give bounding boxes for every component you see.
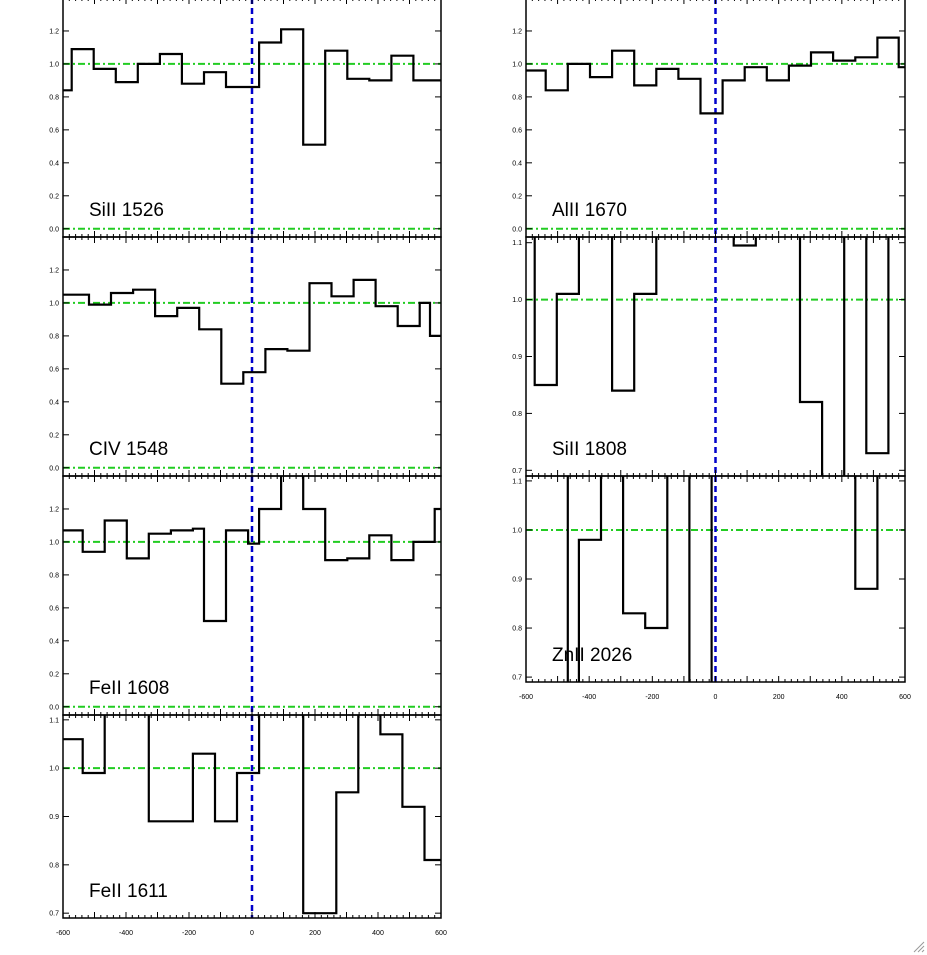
panel-5-ytick-label: 1.2 [512,28,522,35]
panel-4-ytick-label: 1.0 [49,766,59,773]
panel-6-ytick-label: 0.9 [512,354,522,361]
panel-3-ytick-label: 0.6 [49,605,59,612]
panel-7-ytick-label: 0.8 [512,626,522,633]
panel-4-ytick-label: 0.7 [49,911,59,918]
panel-3-ytick-label: 0.0 [49,704,59,711]
panel-4-spectrum [63,715,441,915]
panel-1-spectrum [63,28,441,146]
panel-4-xtick-label: 200 [309,930,321,937]
panel-7-spectrum [566,476,879,682]
panel-4-ytick-label: 1.1 [49,717,59,724]
panel-3-ytick-label: 0.8 [49,572,59,579]
panel-3-ytick-label: 0.4 [49,638,59,645]
panel-2-ytick-label: 0.2 [49,432,59,439]
panel-6-ytick-label: 0.7 [512,468,522,475]
panel-4-xtick-label: -600 [56,930,70,937]
panel-7: 0.7 0.8 0.9 1.0 1.1 -600 -400 -200 0 200 400 600 ZnI… [512,475,911,701]
panel-4-line-label: FeII 1611 [89,881,168,902]
panel-7-line-label: ZnII 2026 [552,645,632,666]
panel-2-ytick-label: 0.4 [49,399,59,406]
panel-5-line-label: AlII 1670 [552,200,627,221]
panel-5-ytick-label: 0.4 [512,160,522,167]
panel-7-xtick-label: -600 [519,694,533,701]
panel-3-ytick-label: 0.2 [49,671,59,678]
panel-7-xtick-label: 600 [899,694,911,701]
panel-2-line-label: CIV 1548 [89,439,168,460]
panel-3-spectrum [63,476,441,623]
panel-7-xtick-label: 0 [714,694,718,701]
panel-3-ytick-label: 1.2 [49,506,59,513]
panel-6-ytick-label: 0.8 [512,411,522,418]
panel-4: 0.7 0.8 0.9 1.0 1.1 -600 -400 -200 0 200 400 600 FeI… [49,714,447,937]
panel-1-ytick-label: 0.6 [49,127,59,134]
panel-5-ytick-label: 0.2 [512,193,522,200]
panel-1-ytick-label: 1.2 [49,28,59,35]
panel-7-ytick-label: 1.1 [512,478,522,485]
panel-5-ytick-label: 0.8 [512,94,522,101]
panel-4-xtick-label: -400 [119,930,133,937]
panel-1-ytick-label: 0.2 [49,193,59,200]
panel-2-ytick-label: 0.8 [49,333,59,340]
panel-3-ytick-label: 1.0 [49,539,59,546]
panel-6-ytick-label: 1.1 [512,240,522,247]
panel-4-xtick-label: 400 [372,930,384,937]
panel-7-xtick-label: -200 [645,694,659,701]
panel-2-ytick-label: 1.2 [49,267,59,274]
panel-2-ytick-label: 0.0 [49,465,59,472]
panel-2-ytick-label: 0.6 [49,366,59,373]
panel-2: 0.0 0.2 0.4 0.6 0.8 1.0 1.2 CIV 1548 [49,236,442,477]
panel-4-xtick-label: 600 [435,930,447,937]
panel-7-ytick-label: 1.0 [512,527,522,534]
panel-4-xtick-label: 0 [250,930,254,937]
panel-1-ytick-label: 1.0 [49,61,59,68]
panel-4-ytick-label: 0.9 [49,814,59,821]
panel-5-ytick-label: 1.0 [512,61,522,68]
panel-1-ytick-label: 0.8 [49,94,59,101]
resize-grip-icon[interactable] [913,941,925,953]
panel-7-xtick-label: 200 [773,694,785,701]
panel-5: 0.0 0.2 0.4 0.6 0.8 1.0 1.2 AlII 1670 [512,0,906,238]
panel-3: 0.0 0.2 0.4 0.6 0.8 1.0 1.2 FeII 1608 [49,475,442,716]
panel-5-ytick-label: 0.6 [512,127,522,134]
panel-1-ytick-label: 0.0 [49,226,59,233]
panel-1-ytick-label: 0.4 [49,160,59,167]
panel-5-ytick-label: 0.0 [512,226,522,233]
panel-5-spectrum [526,36,905,115]
panel-1: 0.0 0.2 0.4 0.6 0.8 1.0 1.2 SiII 1526 [49,0,442,238]
panel-7-ytick-label: 0.7 [512,675,522,682]
panel-6-ytick-label: 1.0 [512,297,522,304]
panel-6: 0.7 0.8 0.9 1.0 1.1 SiII 1808 [512,236,906,477]
panel-3-line-label: FeII 1608 [89,678,169,699]
panel-7-ytick-label: 0.9 [512,577,522,584]
panel-4-ytick-label: 0.8 [49,862,59,869]
panel-7-xtick-label: 400 [836,694,848,701]
panel-1-line-label: SiII 1526 [89,200,164,221]
panel-7-xtick-label: -400 [582,694,596,701]
panel-2-ytick-label: 1.0 [49,300,59,307]
panel-6-line-label: SiII 1808 [552,439,627,460]
panel-2-spectrum [63,278,441,385]
panel-4-xtick-label: -200 [182,930,196,937]
